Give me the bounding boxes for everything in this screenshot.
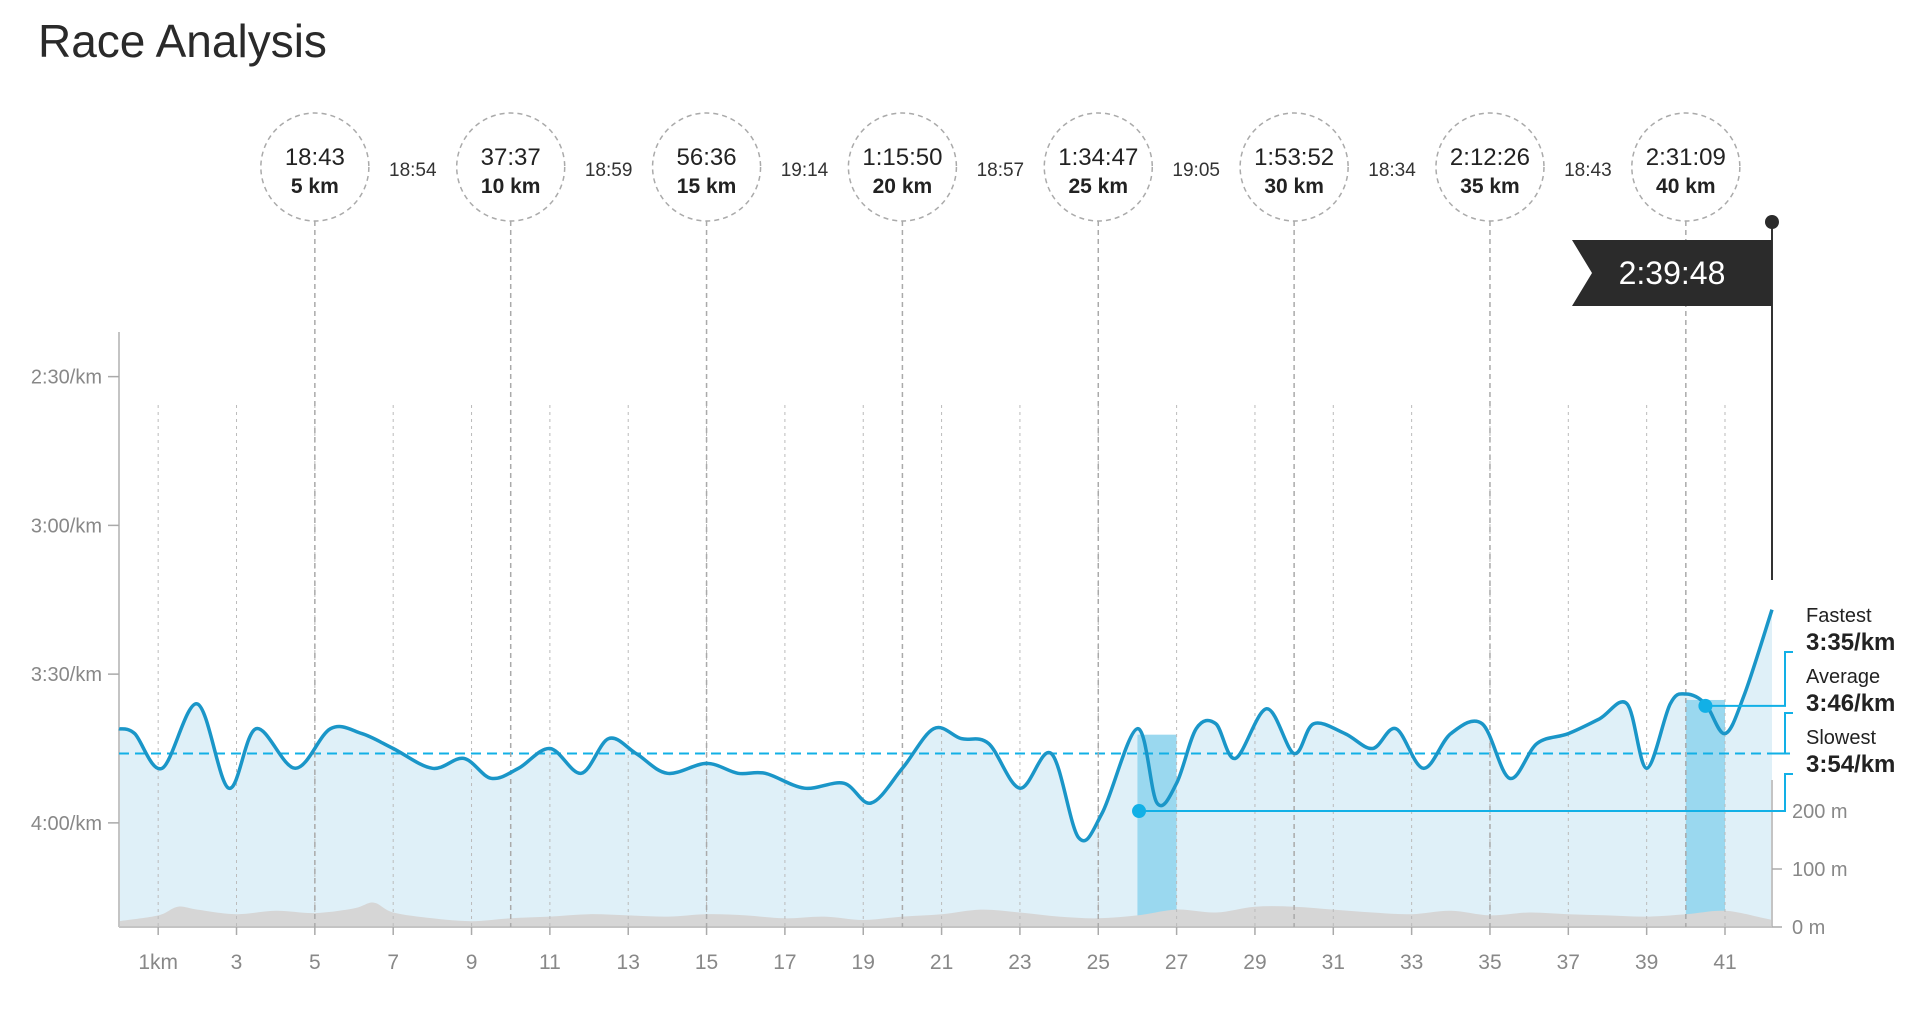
slowest-km-band (1137, 734, 1177, 927)
x-tick-label: 17 (773, 951, 796, 974)
fastest-km-band (1685, 699, 1725, 927)
split-time: 2:31:09 (1646, 144, 1726, 171)
stat-marker-dot (1698, 698, 1713, 713)
segment-time: 18:57 (977, 160, 1025, 181)
x-tick-label: 21 (930, 951, 953, 974)
pace-line (118, 609, 1774, 843)
split-time: 37:37 (481, 144, 541, 171)
split-time: 1:53:52 (1254, 144, 1334, 171)
elevation-tick-label: 100 m (1792, 859, 1848, 881)
split-time: 2:12:26 (1450, 144, 1530, 171)
split-distance: 35 km (1460, 175, 1520, 198)
split-time: 1:34:47 (1058, 144, 1138, 171)
x-tick-label: 31 (1322, 951, 1345, 974)
pace-area-layer (119, 609, 1772, 927)
stat-bracket (1775, 712, 1793, 755)
segment-time: 18:54 (389, 160, 437, 181)
split-distance: 20 km (873, 175, 933, 198)
x-tick-label: 23 (1008, 951, 1031, 974)
page-title: Race Analysis (38, 15, 327, 67)
finish-flag-banner (1572, 240, 1772, 306)
elevation-tick-label: 200 m (1792, 801, 1848, 823)
pace-tick-label: 3:00/km (31, 515, 102, 537)
elevation-profile (119, 902, 1772, 927)
elevation-tick-label: 0 m (1792, 917, 1825, 939)
finish-flag-knob (1765, 215, 1779, 229)
split-distance: 5 km (291, 175, 339, 198)
stat-bracket (1775, 651, 1793, 707)
finish-flag: 2:39:48 (1572, 215, 1779, 580)
pace-tick-label: 3:30/km (31, 664, 102, 686)
segment-time: 18:43 (1564, 160, 1612, 181)
x-tick-label: 37 (1557, 951, 1580, 974)
split-markers: 18:43 5 km 37:37 10 km 56:36 15 km 1:15:50 20 k… (260, 112, 1741, 927)
split-time: 1:15:50 (862, 144, 942, 171)
x-tick-label: 1km (138, 951, 178, 974)
segment-time: 19:05 (1172, 160, 1220, 181)
split-distance: 15 km (677, 175, 737, 198)
elevation-layer (119, 902, 1772, 927)
x-tick-label: 9 (466, 951, 478, 974)
x-tick-label: 11 (539, 951, 561, 974)
pace-line-layer (118, 609, 1774, 843)
pace-tick-label: 2:30/km (31, 367, 102, 389)
x-tick-label: 7 (387, 951, 399, 974)
split-time: 56:36 (677, 144, 737, 171)
x-tick-label: 25 (1087, 951, 1110, 974)
x-tick-label: 27 (1165, 951, 1188, 974)
split-distance: 30 km (1264, 175, 1324, 198)
stat-value: 3:35/km (1806, 629, 1895, 656)
segment-time: 18:59 (585, 160, 633, 181)
x-tick-label: 41 (1713, 951, 1736, 974)
split-distance: 10 km (481, 175, 541, 198)
pace-area (119, 609, 1772, 927)
finish-time: 2:39:48 (1619, 255, 1726, 291)
segment-time: 18:34 (1368, 160, 1416, 181)
highlight-layer (1137, 699, 1725, 927)
x-tick-label: 13 (617, 951, 640, 974)
segment-time: 19:14 (781, 160, 829, 181)
split-time: 18:43 (285, 144, 345, 171)
split-distance: 25 km (1068, 175, 1128, 198)
x-tick-label: 5 (309, 951, 321, 974)
x-tick-label: 29 (1243, 951, 1266, 974)
stat-label: Average (1806, 666, 1880, 688)
x-tick-label: 33 (1400, 951, 1423, 974)
stat-label: Fastest (1806, 605, 1872, 627)
x-tick-label: 19 (852, 951, 875, 974)
split-distance: 40 km (1656, 175, 1716, 198)
x-tick-label: 15 (695, 951, 718, 974)
x-tick-label: 39 (1635, 951, 1658, 974)
x-tick-label: 3 (231, 951, 243, 974)
stat-value: 3:54/km (1806, 751, 1895, 778)
stat-value: 3:46/km (1806, 690, 1895, 717)
stat-marker-dot (1132, 804, 1147, 819)
pace-tick-label: 4:00/km (31, 813, 102, 835)
stat-label: Slowest (1806, 727, 1876, 749)
x-tick-label: 35 (1478, 951, 1501, 974)
stat-bracket (1775, 773, 1793, 813)
